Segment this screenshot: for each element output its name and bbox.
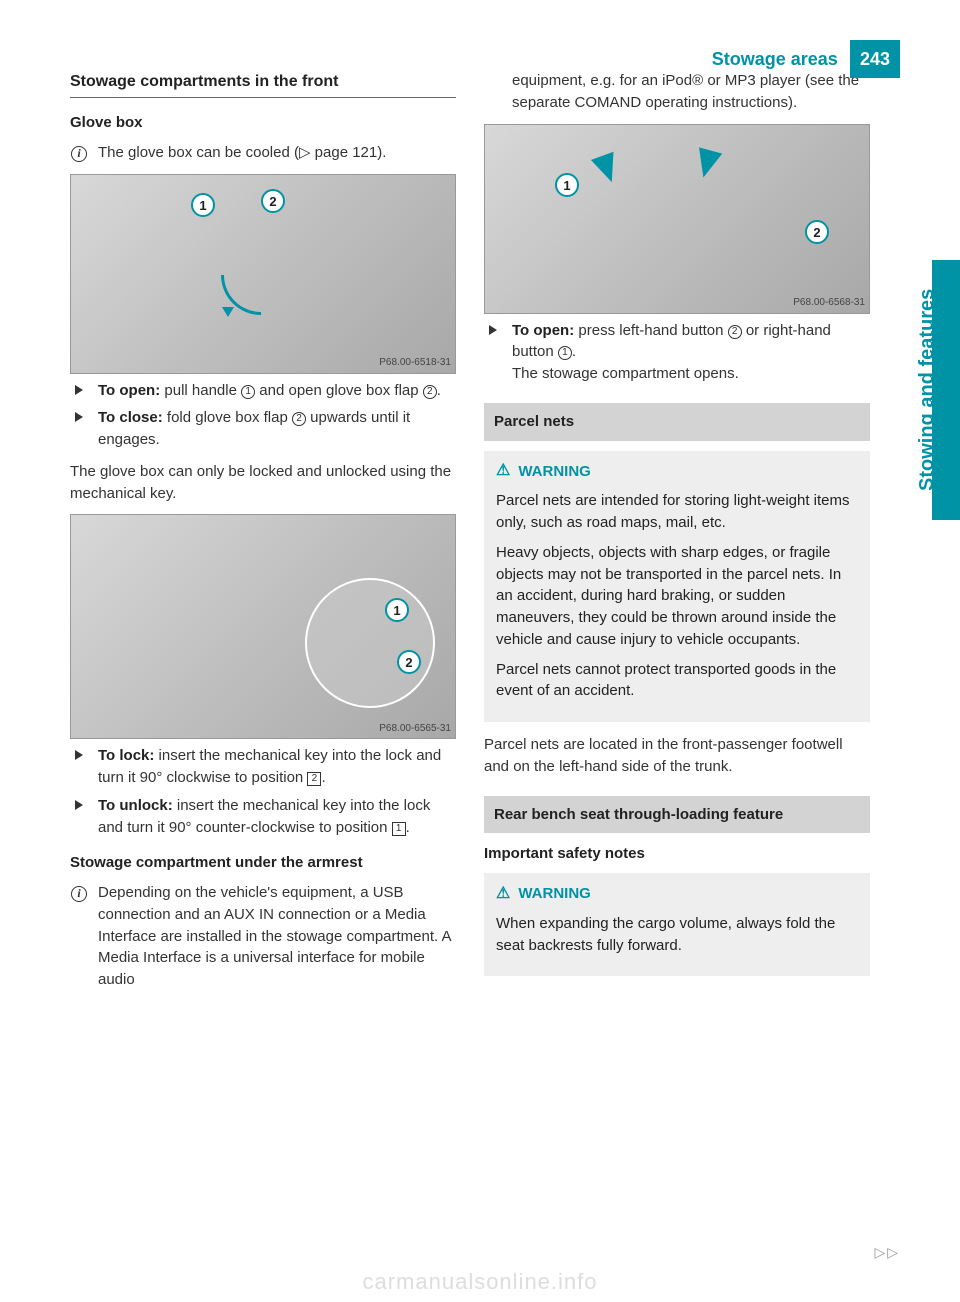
glove-box-heading: Glove box: [70, 112, 456, 134]
parcel-nets-heading: Parcel nets: [484, 403, 870, 441]
page-header: Stowage areas 243: [712, 40, 900, 78]
callout-2: 2: [805, 220, 829, 244]
safety-notes-heading: Important safety notes: [484, 843, 870, 865]
inset-circle: 1 2: [305, 578, 435, 708]
step-text: To close: fold glove box flap 2 upwards …: [98, 407, 456, 451]
callout-1: 1: [385, 598, 409, 622]
watermark: carmanualsonline.info: [0, 1266, 960, 1298]
step-text: To lock: insert the mechanical key into …: [98, 745, 456, 789]
ref-box: 2: [307, 772, 321, 786]
warning-text: Parcel nets are intended for storing lig…: [496, 490, 858, 534]
warning-head: ⚠ WARNING: [496, 461, 858, 483]
step-unlock: To unlock: insert the mechanical key int…: [70, 795, 456, 839]
warning-icon: ⚠: [496, 463, 510, 479]
figure-caption: P68.00-6518-31: [379, 356, 451, 371]
info-icon: i: [71, 146, 87, 162]
step-icon: [75, 800, 83, 810]
ref-circle: 1: [241, 385, 255, 399]
ref-circle: 1: [558, 346, 572, 360]
warning-label: WARNING: [518, 883, 591, 905]
arrow-icon: [221, 275, 261, 315]
armrest-heading: Stowage compartment under the armrest: [70, 852, 456, 874]
figure-caption: P68.00-6565-31: [379, 722, 451, 737]
step-label: To open:: [98, 382, 160, 399]
figure-lock: 1 2 P68.00-6565-31: [70, 514, 456, 739]
ref-circle: 2: [423, 385, 437, 399]
step-label: To close:: [98, 409, 163, 426]
footer-marker: ▷▷: [874, 1242, 900, 1262]
step-icon: [75, 750, 83, 760]
step-text: To open: press left-hand button 2 or rig…: [512, 320, 870, 385]
body-text: The glove box can only be locked and unl…: [70, 461, 456, 505]
left-column: Stowage compartments in the front Glove …: [70, 70, 456, 997]
info-item: i Depending on the vehicle's equipment, …: [70, 882, 456, 991]
header-title: Stowage areas: [712, 46, 838, 72]
header-page-number: 243: [850, 40, 900, 78]
info-item: i The glove box can be cooled (▷ page 12…: [70, 142, 456, 164]
figure-glove-box: 1 2 P68.00-6518-31: [70, 174, 456, 374]
side-label: Stowing and features: [913, 260, 942, 520]
warning-text: Heavy objects, objects with sharp edges,…: [496, 542, 858, 651]
figure-armrest: 1 2 P68.00-6568-31: [484, 124, 870, 314]
info-text: The glove box can be cooled (▷ page 121)…: [98, 142, 456, 164]
warning-head: ⚠ WARNING: [496, 883, 858, 905]
callout-2: 2: [397, 650, 421, 674]
step-close: To close: fold glove box flap 2 upwards …: [70, 407, 456, 451]
step-text: To open: pull handle 1 and open glove bo…: [98, 380, 456, 402]
step-label: To unlock:: [98, 797, 173, 814]
warning-label: WARNING: [518, 461, 591, 483]
figure-caption: P68.00-6568-31: [793, 296, 865, 311]
warning-text: When expanding the cargo volume, always …: [496, 913, 858, 957]
info-icon: i: [71, 886, 87, 902]
right-column: equipment, e.g. for an iPod® or MP3 play…: [484, 70, 900, 997]
step-lock: To lock: insert the mechanical key into …: [70, 745, 456, 789]
step-open: To open: pull handle 1 and open glove bo…: [70, 380, 456, 402]
callout-1: 1: [191, 193, 215, 217]
arrow-icon: [692, 147, 722, 180]
step-icon: [75, 412, 83, 422]
step-text: To unlock: insert the mechanical key int…: [98, 795, 456, 839]
warning-icon: ⚠: [496, 886, 510, 902]
ref-box: 1: [392, 822, 406, 836]
ref-circle: 2: [728, 325, 742, 339]
step-result: The stowage compartment opens.: [512, 363, 870, 385]
callout-1: 1: [555, 173, 579, 197]
callout-2: 2: [261, 189, 285, 213]
step-icon: [489, 325, 497, 335]
body-text: Parcel nets are located in the front-pas…: [484, 734, 870, 778]
arrow-icon: [591, 151, 623, 186]
step-open-armrest: To open: press left-hand button 2 or rig…: [484, 320, 870, 385]
step-icon: [75, 385, 83, 395]
warning-block: ⚠ WARNING Parcel nets are intended for s…: [484, 451, 870, 723]
rear-bench-heading: Rear bench seat through-loading feature: [484, 796, 870, 834]
section-heading: Stowage compartments in the front: [70, 70, 456, 98]
warning-text: Parcel nets cannot protect transported g…: [496, 659, 858, 703]
warning-block: ⚠ WARNING When expanding the cargo volum…: [484, 873, 870, 976]
step-label: To open:: [512, 322, 574, 339]
ref-circle: 2: [292, 412, 306, 426]
step-label: To lock:: [98, 747, 154, 764]
info-text: Depending on the vehicle's equipment, a …: [98, 882, 456, 991]
